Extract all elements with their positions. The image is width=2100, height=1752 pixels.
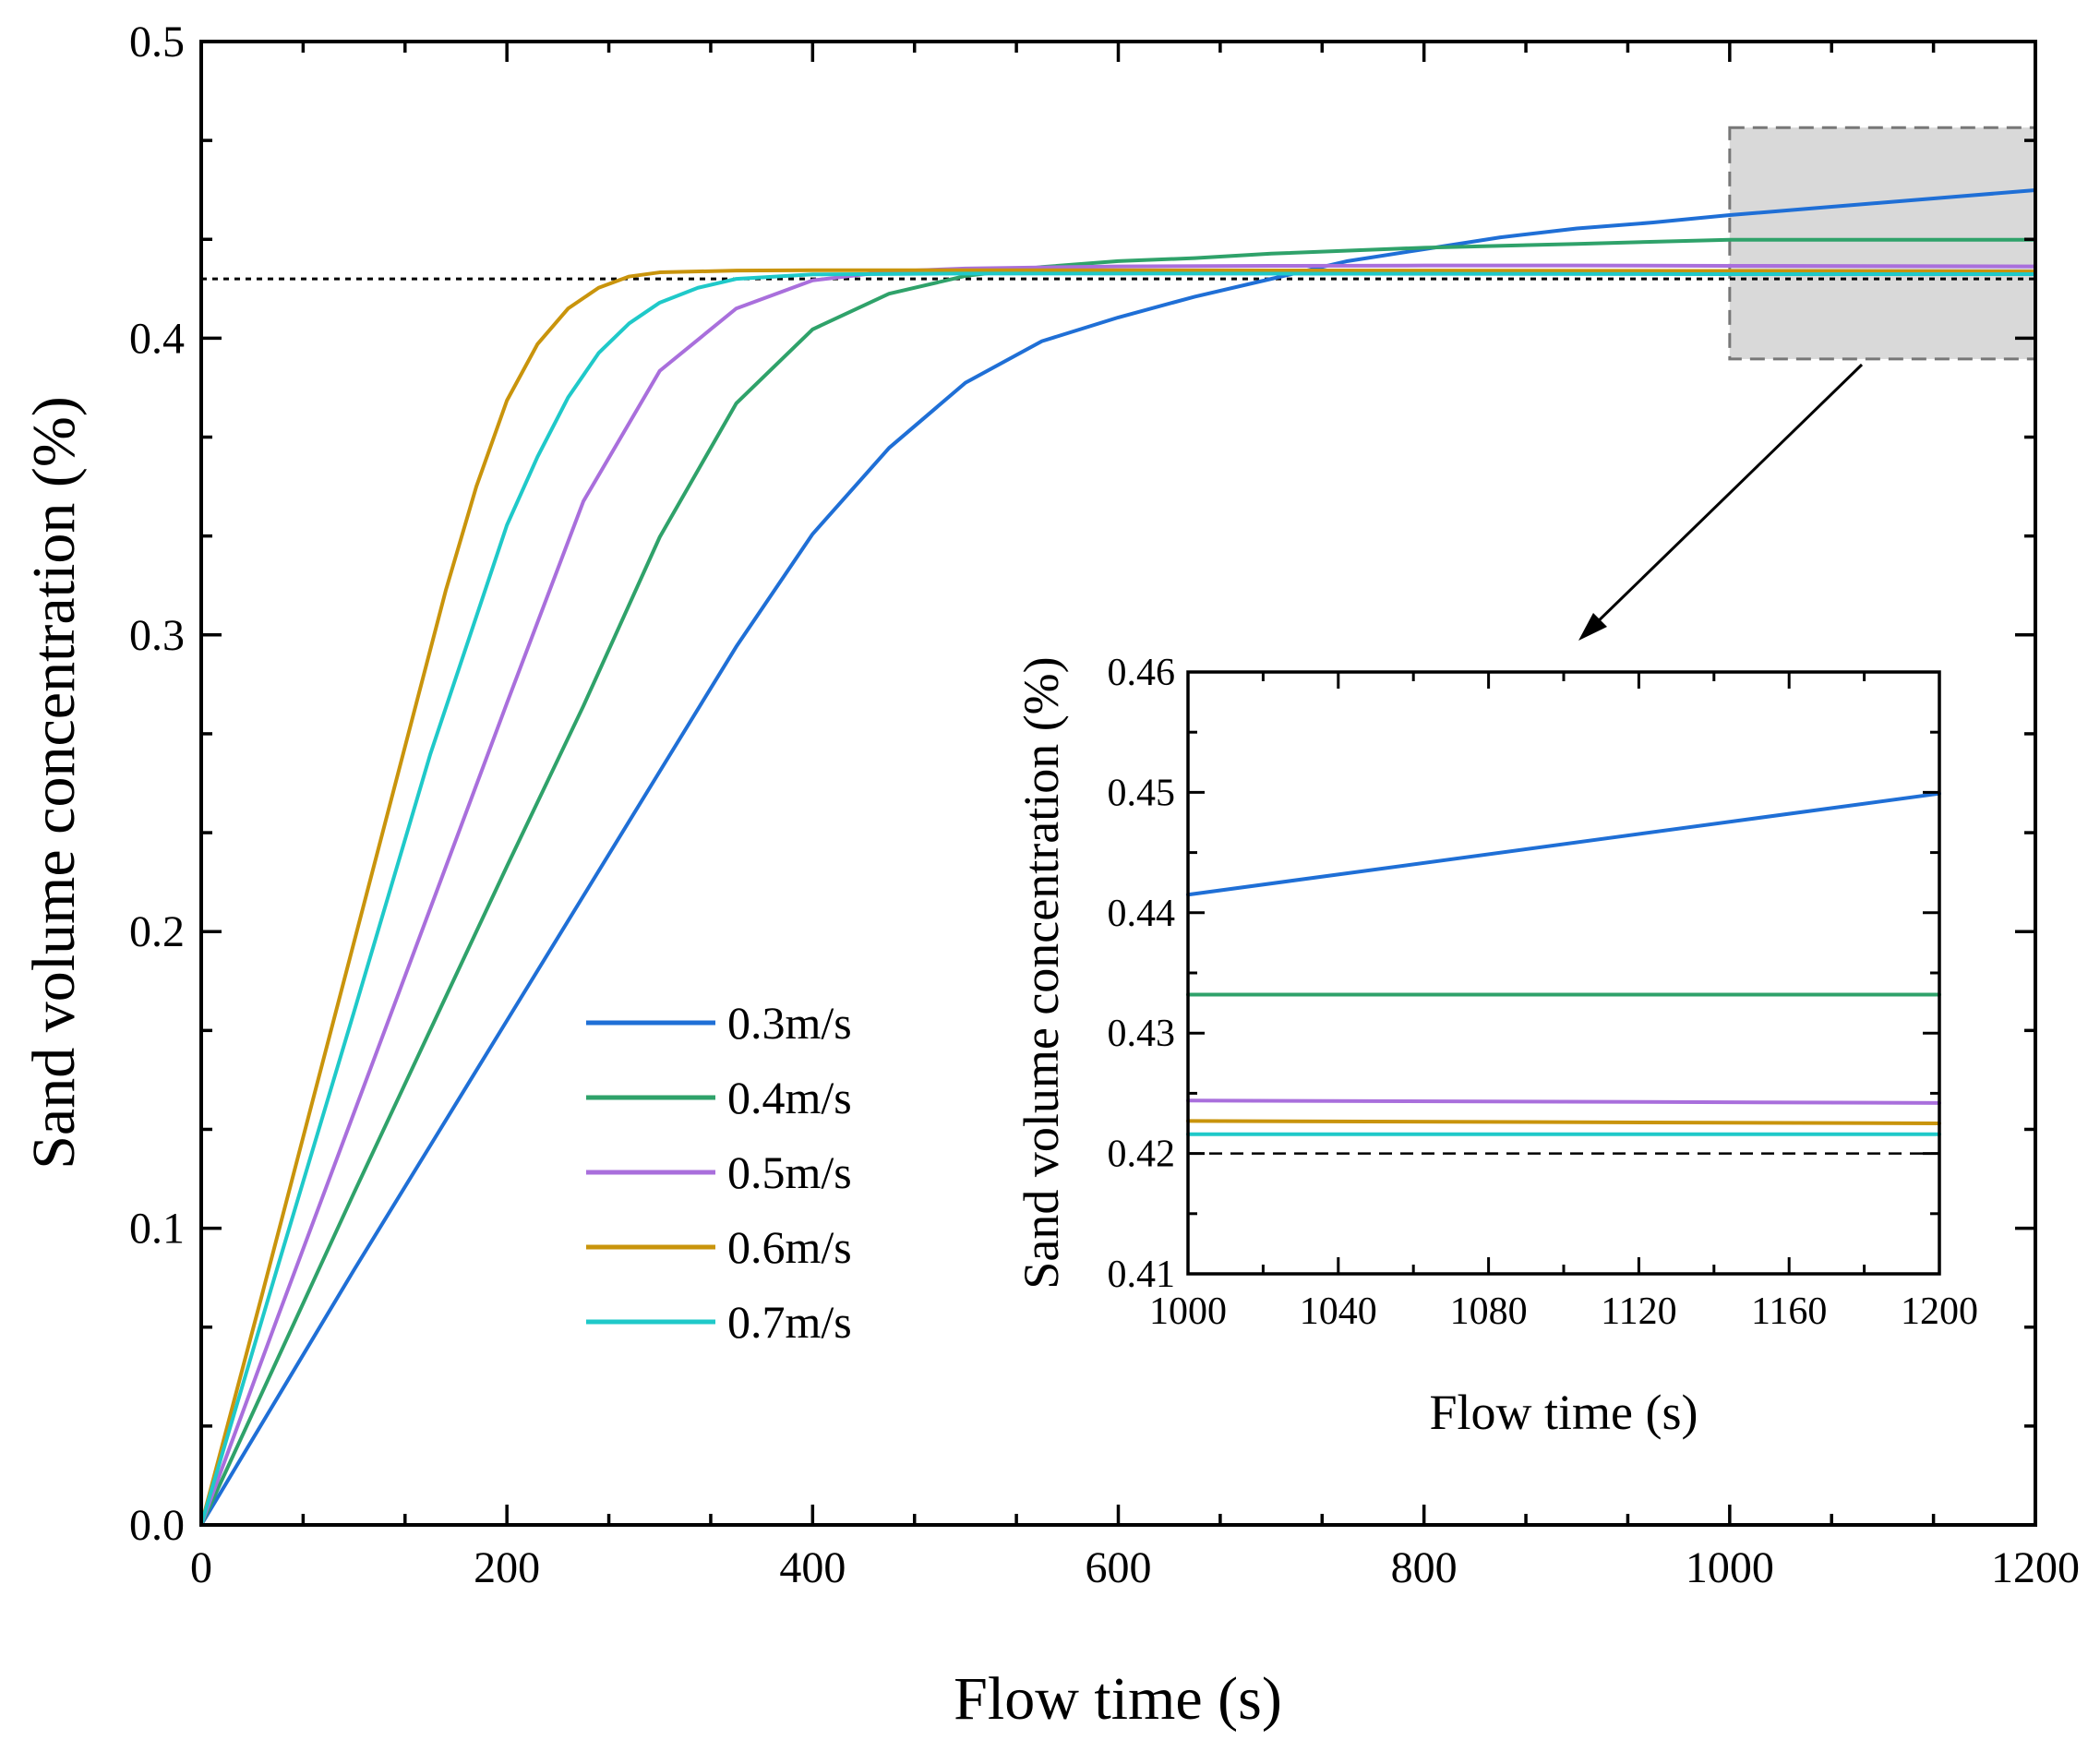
main-x-tick-label: 600 — [1086, 1543, 1152, 1592]
main-x-tick-label: 0 — [190, 1543, 212, 1592]
zoom-region-box — [1728, 126, 2037, 361]
inset-x-tick-label: 1000 — [1149, 1290, 1227, 1333]
main-x-tick-label: 800 — [1391, 1543, 1458, 1592]
legend-label: 0.7m/s — [727, 1296, 852, 1348]
legend-label: 0.4m/s — [727, 1072, 852, 1123]
main-x-tick-label: 200 — [474, 1543, 540, 1592]
main-series-line-0-3m-s — [199, 188, 2037, 1527]
main-x-tick-label: 1200 — [1991, 1543, 2080, 1592]
inset-series-line-0-3m-s — [1186, 791, 1941, 897]
main-y-tick-label: 0.3 — [129, 611, 185, 660]
inset-background — [1188, 672, 1939, 1274]
inset-x-tick-label: 1160 — [1751, 1290, 1827, 1333]
main-series-line-0-7m-s — [199, 271, 2037, 1527]
main-x-tick-label: 400 — [779, 1543, 846, 1592]
main-y-tick-label: 0.4 — [129, 314, 185, 363]
main-series-line-0-4m-s — [199, 237, 2037, 1527]
main-x-axis-title: Flow time (s) — [954, 1665, 1282, 1733]
inset-x-tick-label: 1120 — [1601, 1290, 1676, 1333]
inset-y-tick-label: 0.41 — [1108, 1254, 1176, 1296]
inset-y-tick-label: 0.42 — [1108, 1134, 1176, 1176]
inset-series-line-0-6m-s — [1186, 1119, 1941, 1125]
inset-x-tick-label: 1200 — [1901, 1290, 1978, 1333]
main-y-axis-title: Sand volume concentration (%) — [20, 396, 88, 1170]
legend-label: 0.3m/s — [727, 997, 852, 1049]
inset-y-axis-title: Sand volume concentration (%) — [1014, 656, 1069, 1289]
main-y-tick-label: 0.0 — [129, 1501, 185, 1550]
main-series-line-0-6m-s — [199, 268, 2037, 1527]
inset-y-tick-label: 0.43 — [1108, 1013, 1176, 1055]
main-y-tick-label: 0.5 — [129, 18, 185, 66]
legend-label: 0.5m/s — [727, 1146, 852, 1198]
inset-x-tick-label: 1040 — [1300, 1290, 1377, 1333]
inset-series-line-0-5m-s — [1186, 1098, 1941, 1105]
zoom-pointer-arrow — [1578, 363, 1864, 641]
inset-y-tick-label: 0.45 — [1108, 772, 1176, 814]
inset-plot: 1000 1040 1080 1120 1160 1200 0.41 0.42 0.43 0.44… — [1014, 652, 1978, 1440]
main-y-tick-label: 0.2 — [129, 907, 185, 956]
inset-x-tick-label: 1080 — [1450, 1290, 1528, 1333]
legend-label: 0.6m/s — [727, 1221, 852, 1273]
main-y-tick-label: 0.1 — [129, 1205, 185, 1254]
inset-y-tick-label: 0.44 — [1108, 893, 1176, 935]
main-x-tick-label: 1000 — [1686, 1543, 1774, 1592]
inset-x-axis-title: Flow time (s) — [1430, 1385, 1698, 1440]
inset-y-tick-label: 0.46 — [1108, 652, 1176, 694]
legend: 0.3m/s 0.4m/s 0.5m/s 0.6m/s 0.7m/s — [586, 997, 852, 1348]
main-plot: 0 200 400 600 800 1000 12000.00.10.20.30.40.5 … — [20, 18, 2080, 1733]
